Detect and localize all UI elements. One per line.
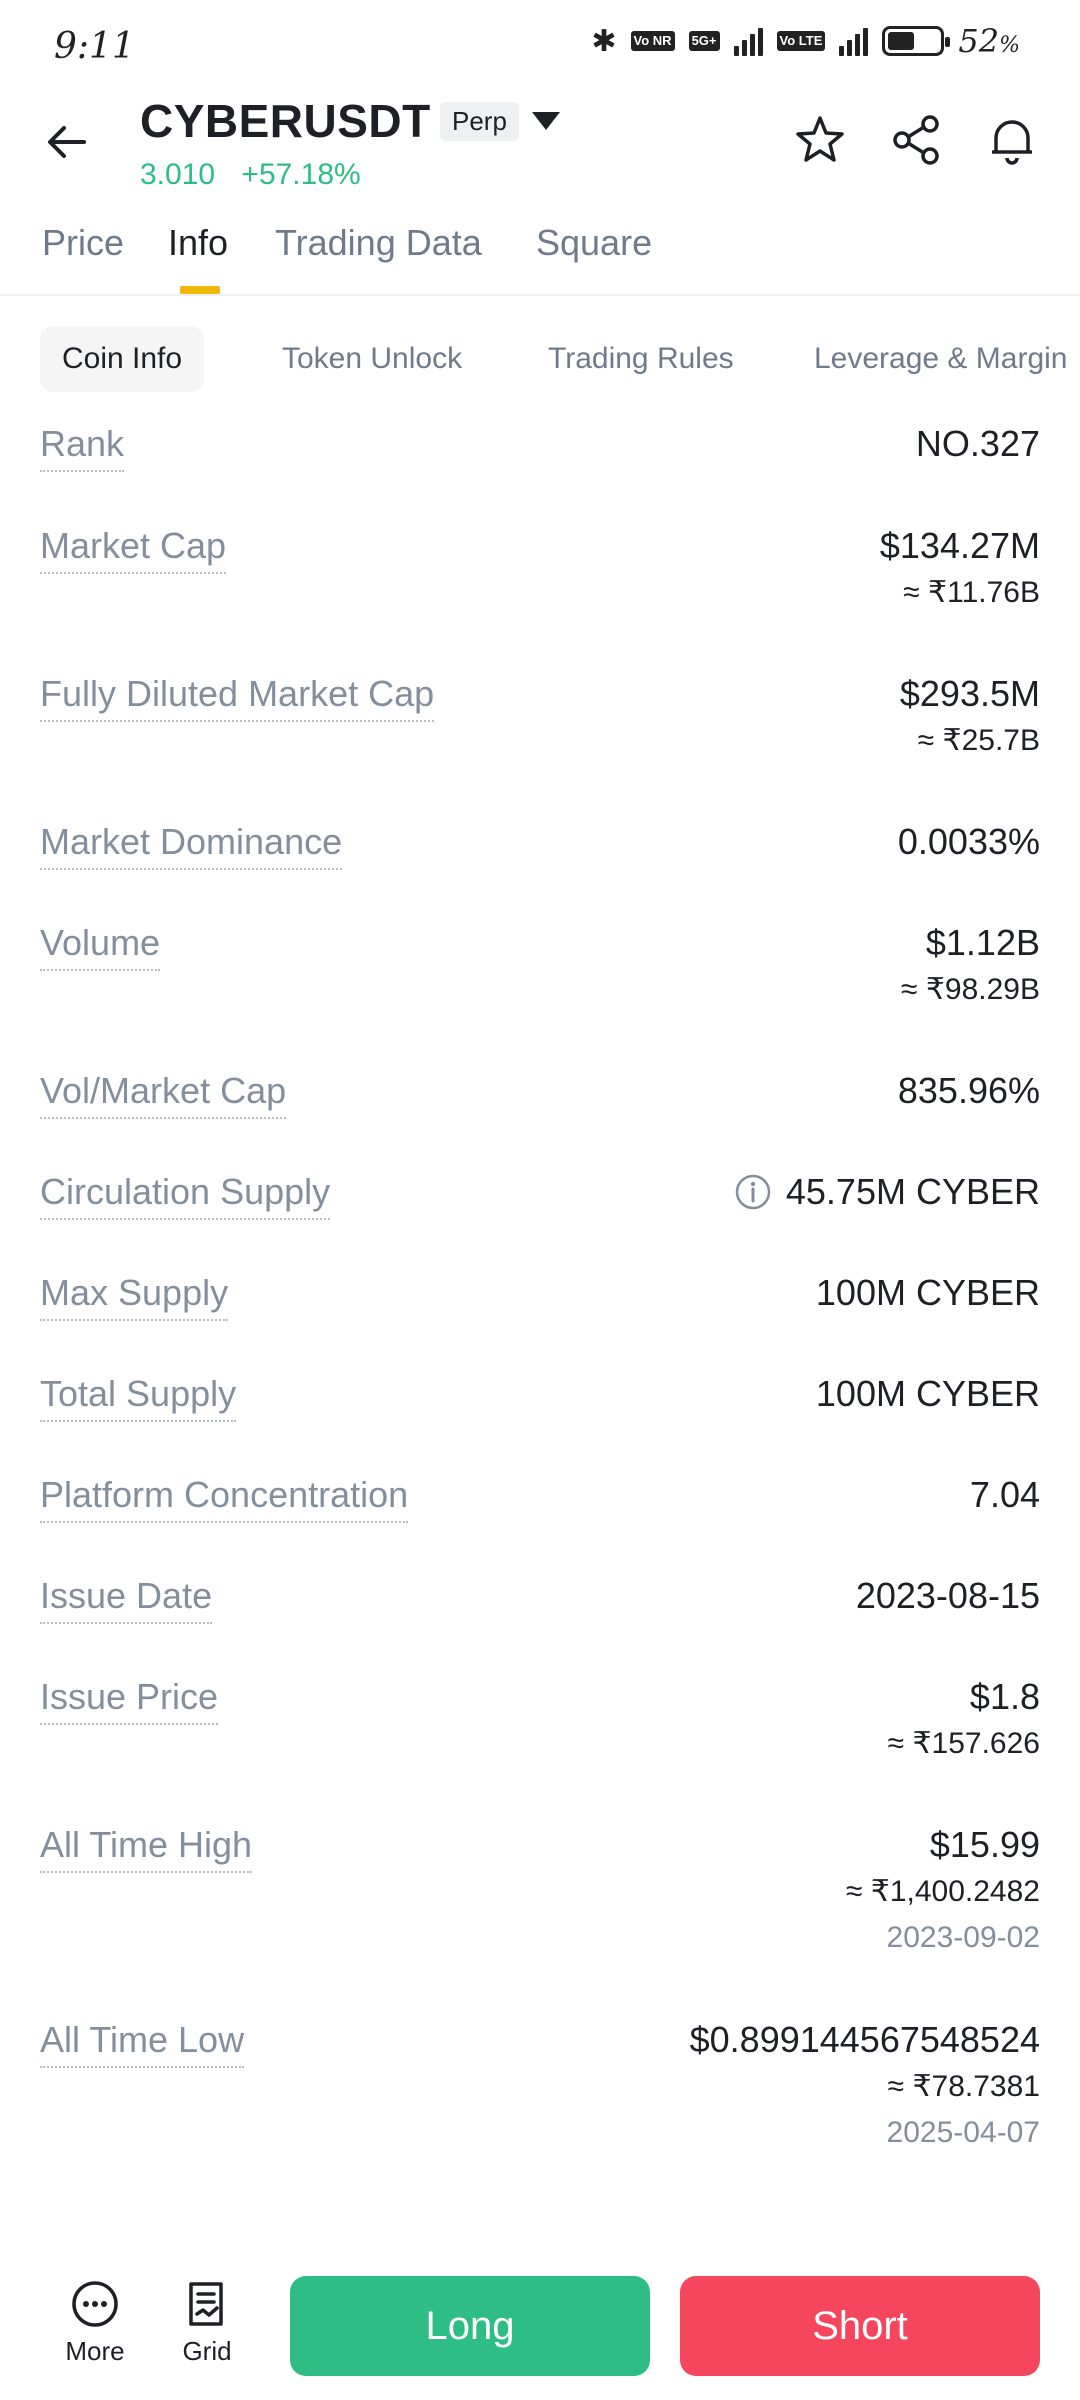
vol-market-cap-values: 835.96% [898, 1067, 1040, 1115]
all-time-low-date: 2025-04-07 [886, 2116, 1040, 2149]
tab-info[interactable]: Info [168, 222, 229, 263]
fdv-label[interactable]: Fully Diluted Market Cap [40, 670, 435, 722]
last-price: 3.010 [140, 158, 216, 191]
vonr-tag: Vo NR [630, 31, 675, 51]
issue-price-label[interactable]: Issue Price [40, 1673, 219, 1725]
max-supply-label[interactable]: Max Supply [40, 1269, 229, 1321]
status-time: 9:11 [54, 26, 135, 67]
short-button[interactable]: Short [680, 2276, 1040, 2376]
battery-percent: 52% [958, 22, 1020, 60]
market-cap-values: $134.27M ≈ ₹11.76B [880, 522, 1040, 616]
signal-strength-icon [733, 26, 763, 56]
status-icons: ✱ Vo NR 5G+ Vo LTE 52% [591, 22, 1020, 60]
more-dots-icon [72, 2281, 118, 2327]
status-bar: 9:11 ✱ Vo NR 5G+ Vo LTE 52% [0, 0, 1080, 96]
subtab-token-unlock[interactable]: Token Unlock [282, 342, 463, 375]
issue-price-value: $1.8 [969, 1676, 1040, 1717]
total-supply-label[interactable]: Total Supply [40, 1370, 237, 1422]
price-change: +57.18% [241, 158, 361, 191]
tab-trading-data[interactable]: Trading Data [275, 222, 482, 263]
all-time-high-values: $15.99 ≈ ₹1,400.2482 2023-09-02 [846, 1821, 1040, 1961]
star-favorite-icon[interactable] [790, 110, 850, 170]
total-supply-values: 100M CYBER [816, 1370, 1040, 1418]
main-tabs: Price Info Trading Data Square [0, 206, 1080, 296]
circulation-supply-values: 45.75M CYBER [734, 1168, 1040, 1216]
5g-tag: 5G+ [688, 31, 720, 51]
perp-badge: Perp [440, 102, 519, 141]
fdv-inr: ≈ ₹25.7B [917, 724, 1040, 757]
market-dominance-value: 0.0033% [897, 821, 1040, 862]
tab-square[interactable]: Square [536, 222, 653, 263]
circulation-supply-row: 45.75M CYBER [734, 1168, 1040, 1216]
issue-date-value: 2023-08-15 [855, 1575, 1040, 1616]
all-time-high-inr: ≈ ₹1,400.2482 [845, 1875, 1040, 1908]
bluetooth-icon: ✱ [591, 24, 617, 58]
circulation-supply-label[interactable]: Circulation Supply [40, 1168, 331, 1220]
market-cap-label[interactable]: Market Cap [40, 522, 227, 574]
platform-concentration-label[interactable]: Platform Concentration [40, 1471, 409, 1523]
all-time-low-value: $0.899144567548524 [689, 2019, 1040, 2060]
issue-price-values: $1.8 ≈ ₹157.626 [888, 1673, 1040, 1767]
subtab-leverage-margin[interactable]: Leverage & Margin [814, 342, 1068, 375]
all-time-low-inr: ≈ ₹78.7381 [887, 2070, 1040, 2103]
market-cap-value: $134.27M [879, 525, 1040, 566]
volume-inr: ≈ ₹98.29B [901, 973, 1040, 1006]
grid-label: Grid [182, 2336, 232, 2366]
tab-price[interactable]: Price [42, 222, 125, 263]
max-supply-values: 100M CYBER [816, 1269, 1040, 1317]
max-supply-value: 100M CYBER [815, 1272, 1040, 1313]
issue-price-inr: ≈ ₹157.626 [887, 1727, 1040, 1760]
issue-date-label[interactable]: Issue Date [40, 1572, 213, 1624]
market-dominance-values: 0.0033% [898, 818, 1040, 866]
all-time-high-label[interactable]: All Time High [40, 1821, 253, 1873]
total-supply-value: 100M CYBER [815, 1373, 1040, 1414]
more-label: More [65, 2336, 125, 2366]
battery-icon [882, 26, 951, 56]
more-button[interactable]: More [50, 2278, 140, 2367]
all-time-high-value: $15.99 [929, 1824, 1040, 1865]
bell-alert-icon[interactable] [982, 110, 1042, 170]
volume-value: $1.12B [925, 922, 1040, 963]
subtab-coin-info[interactable]: Coin Info [40, 326, 205, 392]
rank-values: NO.327 [916, 420, 1040, 468]
all-time-high-date: 2023-09-02 [886, 1921, 1040, 1954]
sub-tabs: Coin Info Token Unlock Trading Rules Lev… [40, 326, 1080, 396]
share-icon[interactable] [886, 110, 946, 170]
pair-title[interactable]: CYBERUSDT [140, 95, 431, 147]
grid-button[interactable]: Grid [162, 2278, 252, 2367]
issue-date-values: 2023-08-15 [856, 1572, 1040, 1620]
dropdown-caret-icon[interactable] [528, 106, 564, 136]
market-dominance-label[interactable]: Market Dominance [40, 818, 343, 870]
bottom-action-bar: More Grid Long Short [0, 2250, 1080, 2400]
grid-bot-icon [189, 2282, 223, 2326]
volte-tag: Vo LTE [776, 31, 826, 51]
rank-label[interactable]: Rank [40, 420, 125, 472]
header: CYBERUSDT Perp 3.010 +57.18% [0, 86, 1080, 196]
long-button[interactable]: Long [290, 2276, 650, 2376]
all-time-low-values: $0.899144567548524 ≈ ₹78.7381 2025-04-07 [690, 2016, 1040, 2156]
all-time-low-label[interactable]: All Time Low [40, 2016, 245, 2068]
market-cap-inr: ≈ ₹11.76B [903, 576, 1040, 609]
platform-concentration-values: 7.04 [970, 1471, 1040, 1519]
battery-fill [888, 32, 915, 50]
price-line: 3.010 +57.18% [140, 158, 361, 192]
subtab-trading-rules[interactable]: Trading Rules [548, 342, 734, 375]
fdv-value: $293.5M [899, 673, 1040, 714]
circulation-supply-value: 45.75M CYBER [785, 1171, 1040, 1212]
active-tab-indicator [180, 286, 220, 294]
back-arrow-icon[interactable] [40, 114, 96, 170]
vol-market-cap-value: 835.96% [897, 1070, 1040, 1111]
rank-value: NO.327 [915, 423, 1040, 464]
signal-strength-icon-2 [839, 26, 869, 56]
volume-values: $1.12B ≈ ₹98.29B [901, 919, 1040, 1013]
fdv-values: $293.5M ≈ ₹25.7B [900, 670, 1040, 764]
platform-concentration-value: 7.04 [969, 1474, 1040, 1515]
volume-label[interactable]: Volume [40, 919, 161, 971]
vol-market-cap-label[interactable]: Vol/Market Cap [40, 1067, 287, 1119]
info-icon[interactable] [734, 1173, 772, 1211]
